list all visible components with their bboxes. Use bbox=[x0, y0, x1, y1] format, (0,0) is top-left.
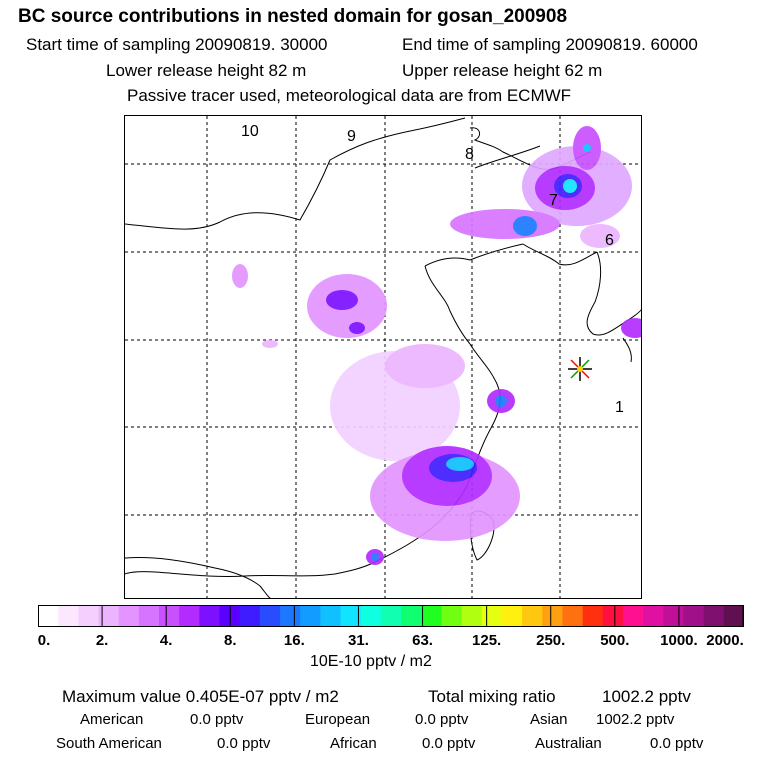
map-panel: 10 9 8 7 6 1 bbox=[124, 115, 642, 599]
asian-label: Asian bbox=[530, 711, 568, 728]
european-value: 0.0 pptv bbox=[415, 711, 469, 728]
colorbar-cell bbox=[340, 605, 362, 627]
colorbar-cell bbox=[421, 605, 442, 627]
colorbar-cell bbox=[118, 605, 140, 627]
maximum-value: Maximum value 0.405E-07 pptv / m2 bbox=[62, 687, 339, 706]
region-label-7: 7 bbox=[549, 192, 558, 209]
colorbar-border bbox=[38, 605, 744, 627]
colorbar-tick-label: 4. bbox=[159, 632, 173, 649]
colorbar-cell bbox=[138, 605, 160, 627]
african-value: 0.0 pptv bbox=[422, 735, 476, 752]
receptor-star-icon bbox=[568, 357, 592, 381]
colorbar-cell bbox=[683, 605, 705, 627]
australian-value: 0.0 pptv bbox=[650, 735, 704, 752]
colorbar-cell bbox=[280, 605, 301, 627]
colorbar-cell bbox=[562, 605, 584, 627]
colorbar-cell bbox=[622, 605, 644, 627]
lower-release-height: Lower release height 82 m bbox=[106, 61, 307, 80]
total-mixing-ratio-value: 1002.2 pptv bbox=[602, 687, 691, 706]
colorbar-tick-label: 31. bbox=[348, 632, 369, 649]
colorbar-cell bbox=[58, 605, 79, 627]
region-label-6: 6 bbox=[605, 232, 614, 249]
european-label: European bbox=[305, 711, 371, 728]
colorbar-cell bbox=[522, 605, 543, 627]
colorbar-cell bbox=[602, 605, 624, 627]
colorbar-cell bbox=[380, 605, 402, 627]
colorbar-cell bbox=[582, 605, 604, 627]
colorbar-tick-label: 8. bbox=[224, 632, 237, 649]
concentration-field bbox=[232, 126, 641, 565]
colorbar-cell bbox=[199, 605, 221, 627]
region-label-10: 10 bbox=[241, 123, 259, 140]
colorbar-cell bbox=[401, 605, 422, 627]
total-mixing-ratio-label: Total mixing ratio bbox=[428, 687, 556, 706]
region-label-8: 8 bbox=[465, 146, 474, 163]
end-time: End time of sampling 20090819. 60000 bbox=[402, 35, 698, 54]
south-american-value: 0.0 pptv bbox=[217, 735, 271, 752]
colorbar-cell bbox=[320, 605, 342, 627]
colorbar-cell bbox=[360, 605, 382, 627]
colorbar-tick-label: 250. bbox=[536, 632, 566, 649]
plot-title: BC source contributions in nested domain… bbox=[18, 6, 568, 27]
colorbar-cell bbox=[461, 605, 483, 627]
region-label-9: 9 bbox=[347, 128, 356, 145]
colorbar-cell bbox=[643, 605, 664, 627]
colorbar-tick-label: 0. bbox=[37, 632, 51, 649]
colorbar-cell bbox=[663, 605, 684, 627]
tracer-note: Passive tracer used, meteorological data… bbox=[127, 86, 572, 105]
colorbar-cell bbox=[300, 605, 321, 627]
region-label-1: 1 bbox=[615, 399, 624, 416]
colorbar-tick-label: 125. bbox=[472, 632, 502, 649]
colorbar-tick-label: 2000. bbox=[706, 632, 744, 649]
asian-value: 1002.2 pptv bbox=[596, 711, 675, 728]
colorbar-tick-label: 500. bbox=[600, 632, 630, 649]
colorbar-cell bbox=[542, 605, 563, 627]
colorbar-tick-label: 16. bbox=[283, 632, 305, 649]
colorbar-cell bbox=[239, 605, 261, 627]
map-canvas bbox=[125, 116, 641, 598]
colorbar-unit: 10E-10 pptv / m2 bbox=[310, 653, 432, 670]
upper-release-height: Upper release height 62 m bbox=[402, 61, 603, 80]
colorbar-cell bbox=[179, 605, 200, 627]
colorbar-tick-label: 63. bbox=[412, 632, 433, 649]
colorbar-cell bbox=[441, 605, 463, 627]
colorbar-cell bbox=[481, 605, 503, 627]
south-american-label: South American bbox=[56, 735, 162, 752]
colorbar-cell bbox=[259, 605, 281, 627]
american-value: 0.0 pptv bbox=[190, 711, 244, 728]
colorbar-cell bbox=[703, 605, 725, 627]
colorbar-tick-label: 1000. bbox=[660, 632, 698, 649]
colorbar-cell bbox=[159, 605, 180, 627]
colorbar-cell bbox=[501, 605, 523, 627]
american-label: American bbox=[80, 711, 144, 728]
australian-label: Australian bbox=[535, 735, 602, 752]
colorbar bbox=[38, 605, 744, 627]
colorbar-cell bbox=[723, 605, 744, 627]
african-label: African bbox=[330, 735, 377, 752]
colorbar-cell bbox=[98, 605, 120, 627]
colorbar-cell bbox=[38, 605, 59, 627]
colorbar-tick-label: 2. bbox=[95, 632, 109, 649]
start-time: Start time of sampling 20090819. 30000 bbox=[26, 35, 328, 54]
colorbar-cell bbox=[78, 605, 100, 627]
